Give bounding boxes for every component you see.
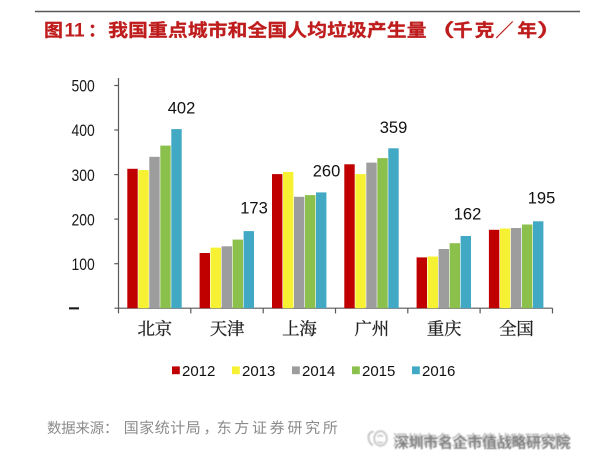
svg-text:2013: 2013 [242,363,275,380]
svg-text:500: 500 [71,77,95,96]
svg-text:100: 100 [71,256,95,275]
svg-text:173: 173 [240,200,268,218]
svg-text:162: 162 [454,206,482,224]
svg-text:2016: 2016 [422,363,455,380]
svg-text:402: 402 [168,100,196,118]
svg-text:2012: 2012 [182,363,215,380]
svg-text:11: 11 [65,21,86,42]
svg-text:195: 195 [528,189,556,207]
svg-text:260: 260 [313,162,341,180]
svg-text:2015: 2015 [362,363,395,380]
svg-text:300: 300 [71,167,95,186]
svg-text:200: 200 [71,211,95,230]
svg-text:2014: 2014 [302,363,335,380]
svg-text:400: 400 [71,122,95,141]
svg-text:359: 359 [380,119,408,137]
